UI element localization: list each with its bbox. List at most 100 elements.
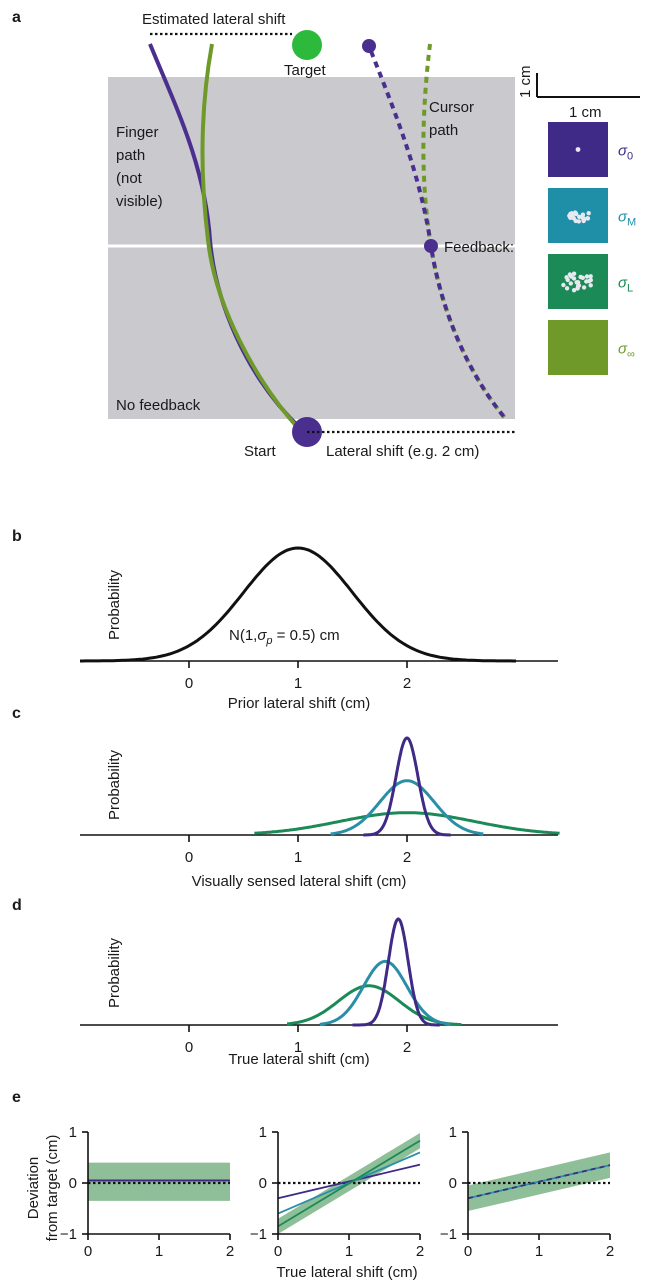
xtick-label: 2 xyxy=(226,1243,234,1260)
xtick-label: 1 xyxy=(294,1039,302,1056)
finger-path-label-4: visible) xyxy=(116,193,163,210)
feedback-dot xyxy=(424,239,438,253)
xtick-label: 1 xyxy=(155,1243,163,1260)
xtick-label: 0 xyxy=(185,1039,193,1056)
prior-annotation-sigma: σ xyxy=(257,627,267,644)
legend-sigma-label-1: σM xyxy=(618,209,636,229)
deviation-subplot-2: 1 0 −1 0 1 2 xyxy=(250,1124,424,1260)
legend-sigma-label-0: σ0 xyxy=(618,143,633,163)
panel-letter-d: d xyxy=(12,897,22,914)
panel-d: d Probability 0 1 2 True lateral shift (cm… xyxy=(12,897,558,1068)
prior-annotation-prefix: N(1, xyxy=(229,627,257,644)
sensed-curve-0 xyxy=(254,811,560,835)
finger-path-olive xyxy=(200,43,300,430)
deviation-line-0 xyxy=(277,1163,421,1200)
workspace-rect xyxy=(108,77,515,419)
feedback-cloud-dot xyxy=(580,275,585,280)
start-label: Start xyxy=(244,443,277,460)
deviation-subplot-3: 1 0 −1 0 1 2 xyxy=(440,1124,614,1260)
lateral-shift-label: Lateral shift (e.g. 2 cm) xyxy=(326,443,479,460)
panel-e-ylabel-1: Deviation xyxy=(25,1157,42,1220)
xtick-label: 1 xyxy=(535,1243,543,1260)
feedback-cloud-dot xyxy=(588,283,593,288)
panel-b: b Probability 0 1 2 N(1,σp = 0.5) cm Prior… xyxy=(12,528,558,712)
cursor-path-label-2: path xyxy=(429,122,458,139)
ytick-label: 1 xyxy=(259,1124,267,1141)
panel-e: e Deviation from target (cm) 1 0 −1 0 1 2 1 0 −1… xyxy=(12,1089,614,1281)
estimated-shift-label: Estimated lateral shift xyxy=(142,11,286,28)
panel-d-curves xyxy=(286,917,462,1027)
feedback-cloud-dot xyxy=(581,285,587,290)
xtick-label: 1 xyxy=(294,675,302,692)
confidence-band xyxy=(88,1162,230,1201)
xtick-label: 0 xyxy=(464,1243,472,1260)
panel-e-xlabel: True lateral shift (cm) xyxy=(276,1264,417,1281)
feedback-cloud-dot xyxy=(580,212,586,217)
feedback-label: Feedback: xyxy=(444,239,514,256)
panel-b-xticks: 0 1 2 xyxy=(185,661,411,692)
deviation-subplot-1: 1 0 −1 0 1 2 xyxy=(60,1124,234,1260)
xtick-label: 2 xyxy=(403,1039,411,1056)
ytick-label: 0 xyxy=(259,1175,267,1192)
panel-c-curves xyxy=(254,736,560,837)
legend-square-3 xyxy=(548,320,608,375)
legend-sigma-sub: ∞ xyxy=(627,349,635,361)
xtick-label: 1 xyxy=(345,1243,353,1260)
xtick-label: 0 xyxy=(274,1243,282,1260)
panel-d-xticks: 0 1 2 xyxy=(185,1025,411,1056)
panel-e-ylabel-2: from target (cm) xyxy=(44,1135,61,1242)
feedback-cloud-dot xyxy=(577,214,582,219)
feedback-cloud-dot xyxy=(585,216,591,221)
xtick-label: 0 xyxy=(185,675,193,692)
prior-annotation-sub: p xyxy=(265,635,272,647)
panel-c: c Probability 0 1 2 Visually sensed latera… xyxy=(12,705,560,890)
ytick-label: 0 xyxy=(449,1175,457,1192)
panel-c-xticks: 0 1 2 xyxy=(185,835,411,866)
panel-b-xlabel: Prior lateral shift (cm) xyxy=(228,695,371,712)
feedback-cloud-dot xyxy=(571,271,577,276)
scale-bar-vertical-label: 1 cm xyxy=(517,65,534,98)
ytick-label: 1 xyxy=(69,1124,77,1141)
ytick-label: −1 xyxy=(440,1226,457,1243)
legend-sigma: σ xyxy=(618,341,628,358)
feedback-cloud-dot xyxy=(571,288,577,293)
feedback-cloud-dot xyxy=(572,210,578,215)
target-label: Target xyxy=(284,62,327,79)
xtick-label: 2 xyxy=(416,1243,424,1260)
sensed-curve-1 xyxy=(330,779,484,836)
legend-sigma: σ xyxy=(618,275,628,292)
feedback-cloud-dot xyxy=(564,286,570,291)
deviation-line-2 xyxy=(277,1139,421,1228)
ytick-label: 0 xyxy=(69,1175,77,1192)
posterior-curve-1 xyxy=(319,959,451,1026)
panel-letter-a: a xyxy=(12,9,21,26)
panel-a: a Estimated lateral shift Target Finger … xyxy=(12,9,640,460)
legend-sigma-label-3: σ∞ xyxy=(618,341,635,361)
panel-d-ylabel: Probability xyxy=(106,937,123,1008)
feedback-cloud-dot xyxy=(576,219,581,224)
feedback-cloud-dot xyxy=(571,276,577,281)
xtick-label: 2 xyxy=(403,675,411,692)
xtick-label: 0 xyxy=(185,849,193,866)
panel-c-ylabel: Probability xyxy=(106,749,123,820)
feedback-cloud-dot xyxy=(570,213,575,219)
legend-sigma-label-2: σL xyxy=(618,275,633,295)
feedback-cloud-dot xyxy=(575,286,580,291)
prior-annotation-suffix: = 0.5) cm xyxy=(273,627,340,644)
feedback-cloud-dot xyxy=(561,282,566,288)
feedback-cloud-dot xyxy=(568,281,573,286)
scale-bar-horizontal-label: 1 cm xyxy=(569,104,602,121)
finger-path-label-1: Finger xyxy=(116,124,159,141)
ytick-label: −1 xyxy=(250,1226,267,1243)
legend-sigma: σ xyxy=(618,143,628,160)
feedback-cloud-dot xyxy=(581,217,587,223)
feedback-cloud-dot xyxy=(584,274,590,279)
ytick-label: 1 xyxy=(449,1124,457,1141)
no-feedback-label: No feedback xyxy=(116,397,201,414)
cursor-path-label-1: Cursor xyxy=(429,99,474,116)
xtick-label: 0 xyxy=(84,1243,92,1260)
xtick-label: 2 xyxy=(606,1243,614,1260)
legend-sigma-sub: L xyxy=(627,283,633,295)
